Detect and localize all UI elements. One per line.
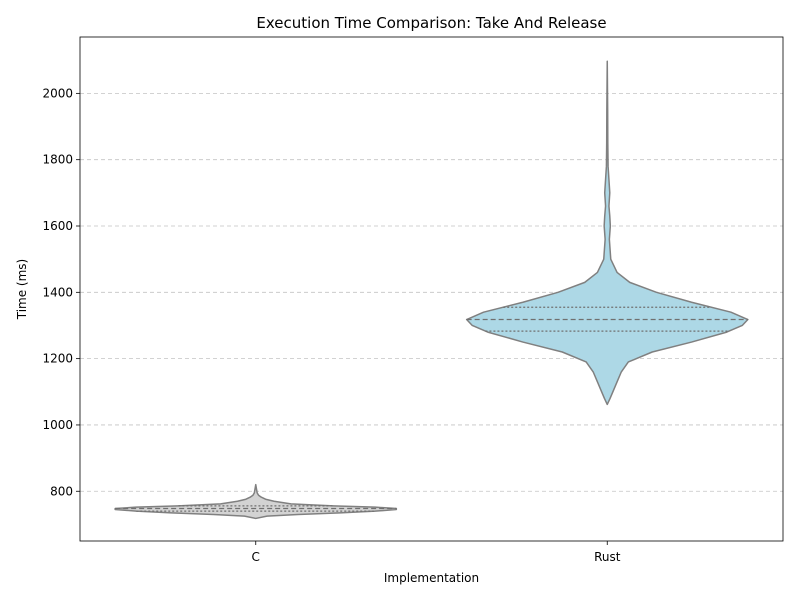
- y-tick-label: 1400: [42, 285, 73, 299]
- y-tick-label: 1600: [42, 219, 73, 233]
- tick-layer: 800 1000 1200 1400 1600 1800 2000 C Rust: [42, 86, 620, 564]
- chart-title: Execution Time Comparison: Take And Rele…: [256, 14, 606, 32]
- y-tick-label: 1000: [42, 418, 73, 432]
- x-tick-label: Rust: [594, 550, 621, 564]
- plot-frame: [79, 36, 784, 542]
- y-tick-label: 800: [50, 484, 73, 498]
- y-axis-label: Time (ms): [15, 259, 29, 321]
- y-tick-label: 1200: [42, 352, 73, 366]
- y-tick-label: 1800: [42, 153, 73, 167]
- x-axis-label: Implementation: [384, 571, 479, 585]
- violin-rust: [465, 60, 749, 406]
- violin-layer: [114, 60, 749, 520]
- violin-c: [114, 483, 398, 520]
- y-tick-label: 2000: [42, 86, 73, 100]
- x-tick-label: C: [252, 550, 260, 564]
- grid-layer: [80, 92, 783, 492]
